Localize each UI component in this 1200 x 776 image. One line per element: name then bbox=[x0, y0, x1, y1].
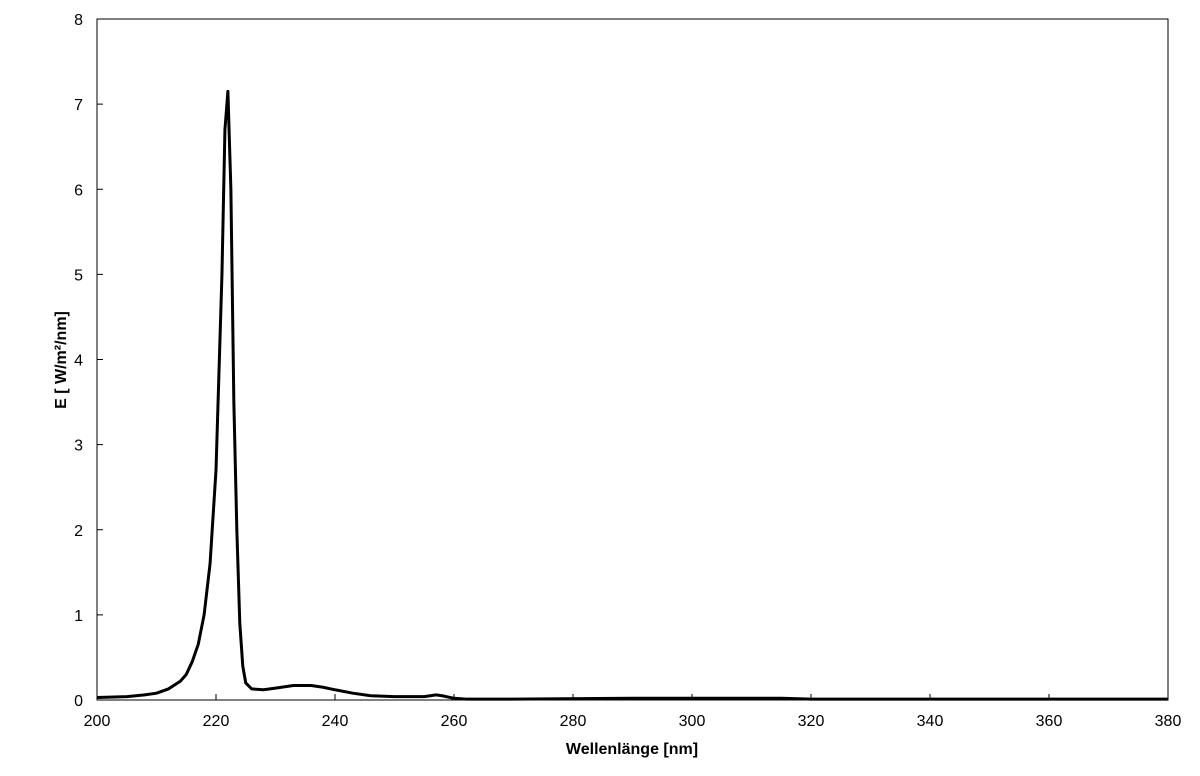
x-tick-label: 380 bbox=[1155, 713, 1182, 730]
y-tick-label: 2 bbox=[74, 523, 83, 540]
x-tick-label: 200 bbox=[84, 713, 111, 730]
x-tick-label: 260 bbox=[441, 713, 468, 730]
y-tick-label: 8 bbox=[74, 12, 83, 29]
x-tick-label: 240 bbox=[322, 713, 349, 730]
y-tick-label: 0 bbox=[74, 693, 83, 710]
y-tick-label: 5 bbox=[74, 267, 83, 284]
y-tick-label: 3 bbox=[74, 438, 83, 455]
y-axis-label: E [ W/m²/nm] bbox=[53, 311, 70, 409]
x-tick-label: 300 bbox=[679, 713, 706, 730]
x-tick-label: 360 bbox=[1036, 713, 1063, 730]
y-tick-label: 7 bbox=[74, 97, 83, 114]
y-tick-label: 4 bbox=[74, 353, 83, 370]
data-line bbox=[96, 89, 1168, 701]
x-tick-label: 280 bbox=[560, 713, 587, 730]
x-tick-label: 320 bbox=[798, 713, 825, 730]
plot-frame bbox=[96, 18, 1169, 701]
x-tick-label: 340 bbox=[917, 713, 944, 730]
y-tick-label: 6 bbox=[74, 182, 83, 199]
x-axis-label: Wellenlänge [nm] bbox=[566, 741, 698, 758]
x-tick-label: 220 bbox=[203, 713, 230, 730]
y-tick-label: 1 bbox=[74, 608, 83, 625]
